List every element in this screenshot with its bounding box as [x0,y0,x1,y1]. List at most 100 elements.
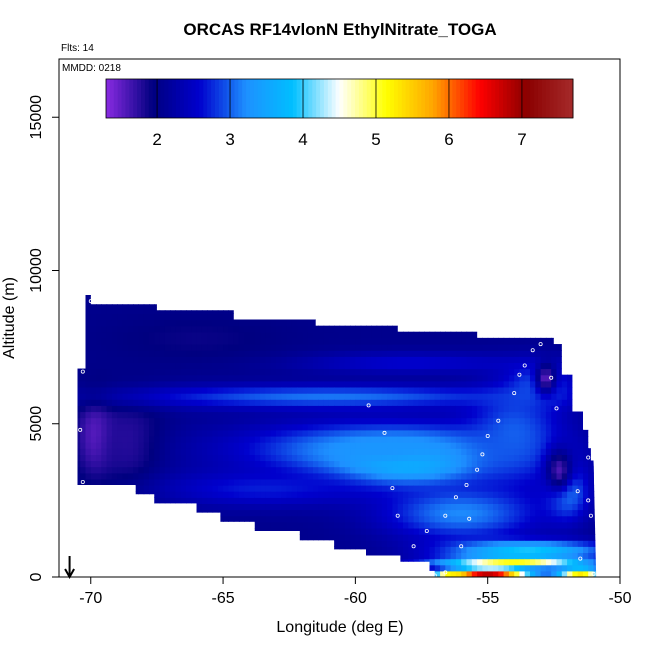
field-cell [583,534,589,541]
field-cell [117,295,124,296]
field-cell [291,399,298,406]
colorbar-segment [296,79,302,118]
field-cell [487,528,494,535]
field-cell [297,546,304,553]
field-cell [572,564,579,572]
field-cell [159,454,166,462]
field-cell [133,368,139,376]
field-cell [85,344,92,351]
field-cell [440,534,446,541]
field-cell [302,319,309,327]
field-cell [355,337,362,345]
field-cell [445,399,452,406]
field-cell [96,387,102,394]
field-cell [567,307,573,314]
x-tick-label: -60 [344,590,367,607]
field-cell [175,448,182,455]
field-cell [487,472,494,480]
field-cell [450,344,457,351]
field-cell [593,337,597,345]
field-cell [392,448,399,455]
field-cell [127,528,134,535]
field-cell [180,485,187,492]
field-cell [254,380,261,388]
field-cell [366,534,372,541]
field-cell [307,411,314,419]
field-cell [355,399,362,406]
field-cell [503,417,510,425]
field-cell [561,374,568,382]
field-cell [487,393,494,400]
field-cell [154,528,161,535]
field-cell [228,460,235,468]
field-cell [80,405,87,413]
field-cell [244,546,251,553]
field-cell [493,350,499,357]
field-cell [530,460,536,468]
field-cell [201,411,208,419]
field-cell [107,283,113,290]
field-cell [138,295,145,296]
field-cell [593,405,597,413]
field-cell [80,564,87,572]
field-cell [471,454,478,462]
field-cell [313,436,319,443]
sample-point [496,418,501,423]
field-cell [567,423,573,431]
field-cell [249,552,256,560]
field-cell [556,491,563,498]
field-cell [371,423,378,431]
field-cell [122,491,129,498]
colorbar-segment [249,79,255,118]
field-cell [514,344,521,351]
field-cell [429,374,436,382]
field-cell [212,509,219,517]
field-cell [297,460,304,468]
field-cell [255,283,261,290]
field-cell [350,558,356,566]
field-cell [328,362,335,370]
field-cell [77,546,81,553]
field-cell [196,491,203,498]
field-cell [339,528,346,535]
field-cell [455,405,462,413]
field-cell [471,380,478,388]
field-cell [350,319,356,327]
field-cell [429,411,436,419]
field-cell [424,325,431,333]
field-cell [381,454,388,462]
field-cell [143,399,150,406]
colorbar-segment [483,79,488,118]
field-cell [355,405,362,413]
field-cell [254,399,261,406]
field-cell [217,411,224,419]
field-cell [270,301,277,308]
field-cell [85,362,92,370]
field-cell [297,478,304,486]
field-cell [85,436,92,443]
field-cell [572,350,579,357]
field-cell [154,515,161,523]
field-cell [191,380,198,388]
field-cell [77,331,81,339]
field-cell [482,564,489,572]
colorbar-segment [464,79,469,118]
field-cell [471,295,478,302]
field-cell [471,405,478,413]
field-cell [381,552,388,560]
field-cell [567,515,573,523]
field-cell [111,497,118,504]
field-cell [297,552,304,560]
field-cell [111,442,118,449]
field-cell [233,509,240,517]
field-cell [122,331,129,339]
field-cell [265,368,272,376]
field-cell [212,515,219,523]
field-cell [508,295,515,302]
field-cell [328,423,335,431]
field-cell [392,423,399,431]
field-cell [366,509,372,517]
field-cell [238,356,245,363]
field-cell [313,521,319,529]
field-cell [238,509,245,517]
